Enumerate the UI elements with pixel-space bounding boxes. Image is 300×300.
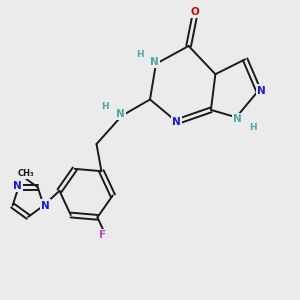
Text: O: O <box>190 7 199 17</box>
Text: N: N <box>233 114 242 124</box>
Text: N: N <box>257 85 266 96</box>
Text: N: N <box>172 117 181 127</box>
Text: N: N <box>13 181 21 191</box>
Text: N: N <box>150 57 159 67</box>
Text: F: F <box>100 230 106 240</box>
Text: H: H <box>102 102 109 111</box>
Text: N: N <box>116 109 125 119</box>
Text: H: H <box>136 50 143 59</box>
Text: N: N <box>41 201 50 211</box>
Text: CH₃: CH₃ <box>17 169 34 178</box>
Text: H: H <box>249 123 256 132</box>
